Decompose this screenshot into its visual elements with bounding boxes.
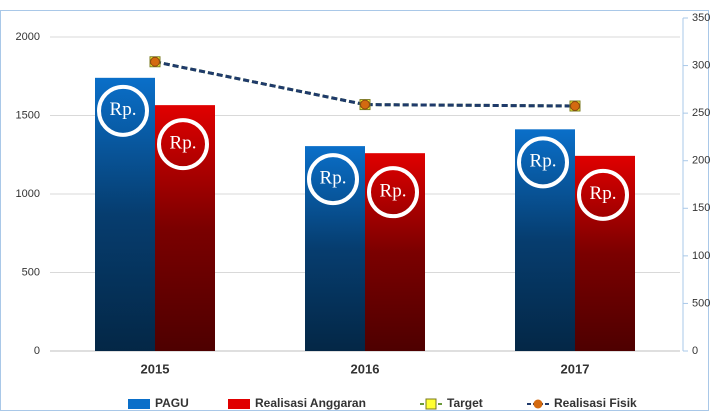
legend-marker: [425, 398, 437, 410]
y-tick-label: 1000: [16, 188, 40, 200]
y2-tick-label: 2000: [692, 155, 710, 167]
y-tick-label: 2000: [16, 31, 40, 43]
legend-label: Realisasi Anggaran: [255, 396, 366, 410]
x-tick-label: 2017: [561, 361, 590, 376]
bar-icon: [307, 153, 359, 206]
y2-tick-label: 2500: [692, 107, 710, 119]
bar-icon-label: Rp.: [380, 181, 407, 202]
line: [154, 60, 576, 108]
legend-swatch: [228, 399, 250, 409]
y-tick-label: 1500: [16, 109, 40, 121]
chart-border: [0, 10, 709, 411]
y2-tick-label: 0: [692, 345, 698, 357]
y2-tick-label: 1500: [692, 202, 710, 214]
bar-icon-label: Rp.: [110, 99, 137, 120]
legend-label: PAGU: [155, 396, 189, 410]
bar-icon: [517, 136, 569, 189]
y-tick-label: 0: [34, 345, 40, 357]
y2-tick-label: 1000: [692, 250, 710, 262]
bar-icon-label: Rp.: [170, 132, 197, 153]
x-tick-label: 2015: [141, 361, 170, 376]
x-tick-label: 2016: [351, 361, 380, 376]
marker: [360, 99, 370, 110]
bar-icon: [367, 166, 419, 219]
y2-tick-label: 500: [692, 297, 710, 309]
marker: [150, 56, 160, 67]
bar-icon: [157, 118, 209, 171]
bar-icon-label: Rp.: [320, 167, 347, 188]
legend-swatch: [128, 399, 150, 409]
y2-tick-label: 3000: [692, 59, 710, 71]
marker: [570, 101, 580, 112]
y2-tick-label: 3500: [692, 12, 710, 24]
y-tick-label: 500: [22, 266, 40, 278]
legend-label: Target: [447, 396, 483, 410]
bar-icon: [97, 84, 149, 137]
bar-icon-label: Rp.: [530, 151, 557, 172]
bar-icon-label: Rp.: [590, 183, 617, 204]
legend-label: Realisasi Fisik: [554, 396, 637, 410]
legend-marker: [533, 399, 543, 409]
bar-icon: [577, 168, 629, 221]
